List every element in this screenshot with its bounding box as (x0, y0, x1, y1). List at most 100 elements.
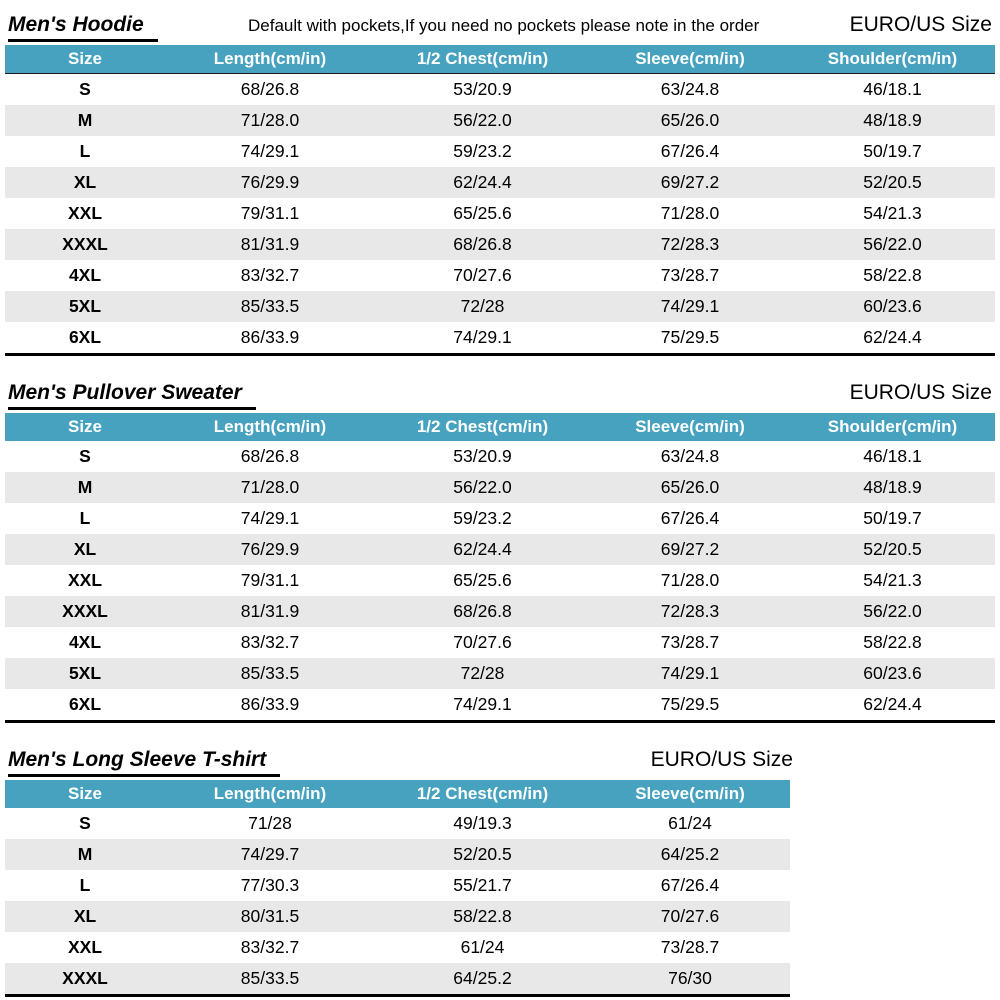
tshirt-title-row: Men's Long Sleeve T-shirt EURO/US Size (8, 747, 793, 777)
column-header: Size (5, 45, 165, 74)
size-cell: 6XL (5, 322, 165, 355)
measurement-cell: 69/27.2 (590, 167, 790, 198)
size-cell: XL (5, 901, 165, 932)
measurement-cell: 64/25.2 (590, 839, 790, 870)
measurement-cell: 73/28.7 (590, 627, 790, 658)
pullover-size-table: Size Length(cm/in) 1/2 Chest(cm/in) Sleeve(… (5, 413, 995, 723)
size-cell: 5XL (5, 658, 165, 689)
measurement-cell: 58/22.8 (790, 260, 995, 291)
size-standard-label: EURO/US Size (650, 748, 793, 771)
measurement-cell: 46/18.1 (790, 73, 995, 105)
column-header: Shoulder(cm/in) (790, 413, 995, 441)
measurement-cell: 83/32.7 (165, 932, 375, 963)
measurement-cell: 74/29.1 (590, 291, 790, 322)
measurement-cell: 70/27.6 (590, 901, 790, 932)
size-row: S 68/26.8 53/20.9 63/24.8 46/18.1 (5, 441, 995, 472)
measurement-cell: 52/20.5 (790, 167, 995, 198)
measurement-cell: 67/26.4 (590, 136, 790, 167)
size-row: 6XL 86/33.9 74/29.1 75/29.5 62/24.4 (5, 689, 995, 722)
size-standard-label: EURO/US Size (849, 13, 992, 36)
measurement-cell: 76/29.9 (165, 534, 375, 565)
measurement-cell: 75/29.5 (590, 689, 790, 722)
size-row: 6XL 86/33.9 74/29.1 75/29.5 62/24.4 (5, 322, 995, 355)
measurement-cell: 52/20.5 (375, 839, 590, 870)
size-cell: S (5, 808, 165, 839)
measurement-cell: 68/26.8 (375, 229, 590, 260)
measurement-cell: 75/29.5 (590, 322, 790, 355)
measurement-cell: 70/27.6 (375, 627, 590, 658)
size-row: XL 76/29.9 62/24.4 69/27.2 52/20.5 (5, 534, 995, 565)
chart-title-pullover: Men's Pullover Sweater (8, 380, 256, 410)
size-cell: 4XL (5, 260, 165, 291)
measurement-cell: 71/28.0 (165, 105, 375, 136)
size-cell: M (5, 105, 165, 136)
size-row: XL 80/31.5 58/22.8 70/27.6 (5, 901, 790, 932)
size-cell: L (5, 870, 165, 901)
measurement-cell: 54/21.3 (790, 565, 995, 596)
measurement-cell: 62/24.4 (790, 689, 995, 722)
measurement-cell: 86/33.9 (165, 689, 375, 722)
measurement-cell: 71/28.0 (590, 565, 790, 596)
size-cell: L (5, 503, 165, 534)
measurement-cell: 74/29.1 (165, 503, 375, 534)
measurement-cell: 46/18.1 (790, 441, 995, 472)
measurement-cell: 79/31.1 (165, 565, 375, 596)
measurement-cell: 61/24 (375, 932, 590, 963)
column-header: Sleeve(cm/in) (590, 413, 790, 441)
measurement-cell: 71/28.0 (590, 198, 790, 229)
header-row: Size Length(cm/in) 1/2 Chest(cm/in) Sleeve(… (5, 413, 995, 441)
size-row: L 74/29.1 59/23.2 67/26.4 50/19.7 (5, 136, 995, 167)
measurement-cell: 58/22.8 (375, 901, 590, 932)
measurement-cell: 74/29.7 (165, 839, 375, 870)
measurement-cell: 68/26.8 (165, 441, 375, 472)
size-row: M 71/28.0 56/22.0 65/26.0 48/18.9 (5, 472, 995, 503)
size-cell: XXL (5, 932, 165, 963)
column-header: Size (5, 413, 165, 441)
measurement-cell: 70/27.6 (375, 260, 590, 291)
size-cell: M (5, 472, 165, 503)
measurement-cell: 85/33.5 (165, 963, 375, 996)
column-header: Length(cm/in) (165, 780, 375, 808)
measurement-cell: 73/28.7 (590, 932, 790, 963)
size-cell: L (5, 136, 165, 167)
size-cell: XL (5, 167, 165, 198)
measurement-cell: 83/32.7 (165, 627, 375, 658)
measurement-cell: 69/27.2 (590, 534, 790, 565)
measurement-cell: 62/24.4 (790, 322, 995, 355)
measurement-cell: 65/25.6 (375, 198, 590, 229)
size-row: 4XL 83/32.7 70/27.6 73/28.7 58/22.8 (5, 260, 995, 291)
column-header: Size (5, 780, 165, 808)
column-header: Length(cm/in) (165, 45, 375, 74)
size-row: XXL 79/31.1 65/25.6 71/28.0 54/21.3 (5, 198, 995, 229)
measurement-cell: 58/22.8 (790, 627, 995, 658)
hoodie-size-table: Size Length(cm/in) 1/2 Chest(cm/in) Sleeve(… (5, 45, 995, 356)
measurement-cell: 80/31.5 (165, 901, 375, 932)
size-cell: S (5, 441, 165, 472)
measurement-cell: 63/24.8 (590, 441, 790, 472)
size-cell: 5XL (5, 291, 165, 322)
measurement-cell: 60/23.6 (790, 658, 995, 689)
measurement-cell: 56/22.0 (790, 229, 995, 260)
size-cell: XL (5, 534, 165, 565)
measurement-cell: 72/28.3 (590, 229, 790, 260)
size-cell: S (5, 73, 165, 105)
measurement-cell: 48/18.9 (790, 105, 995, 136)
measurement-cell: 59/23.2 (375, 503, 590, 534)
measurement-cell: 77/30.3 (165, 870, 375, 901)
tshirt-size-chart: Men's Long Sleeve T-shirt EURO/US Size S… (5, 747, 995, 997)
measurement-cell: 63/24.8 (590, 73, 790, 105)
size-row: S 71/28 49/19.3 61/24 (5, 808, 790, 839)
measurement-cell: 85/33.5 (165, 291, 375, 322)
measurement-cell: 60/23.6 (790, 291, 995, 322)
size-row: L 74/29.1 59/23.2 67/26.4 50/19.7 (5, 503, 995, 534)
measurement-cell: 49/19.3 (375, 808, 590, 839)
measurement-cell: 72/28 (375, 658, 590, 689)
measurement-cell: 54/21.3 (790, 198, 995, 229)
measurement-cell: 56/22.0 (790, 596, 995, 627)
measurement-cell: 81/31.9 (165, 229, 375, 260)
hoodie-title-row: Men's Hoodie Default with pockets,If you… (8, 12, 992, 42)
size-cell: M (5, 839, 165, 870)
measurement-cell: 55/21.7 (375, 870, 590, 901)
measurement-cell: 52/20.5 (790, 534, 995, 565)
measurement-cell: 68/26.8 (375, 596, 590, 627)
